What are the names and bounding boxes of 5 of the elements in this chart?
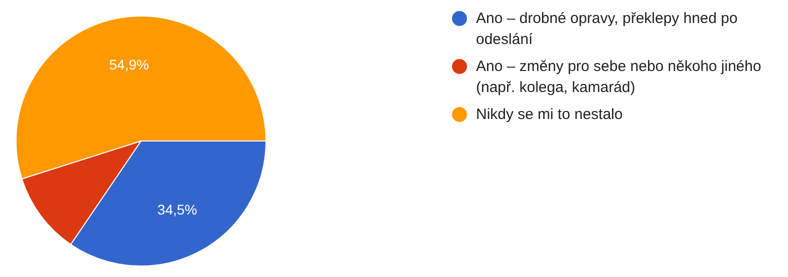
- legend-label: Ano – drobné opravy, překlepy hned po odeslání: [476, 9, 739, 50]
- legend-label: Nikdy se mi to nestalo: [476, 105, 623, 125]
- data-label: 34,5%: [157, 201, 198, 218]
- legend-label: Ano – změny pro sebe nebo někoho jiného (např. kolega, kamarád): [476, 57, 762, 98]
- data-label: 54,9%: [109, 56, 149, 72]
